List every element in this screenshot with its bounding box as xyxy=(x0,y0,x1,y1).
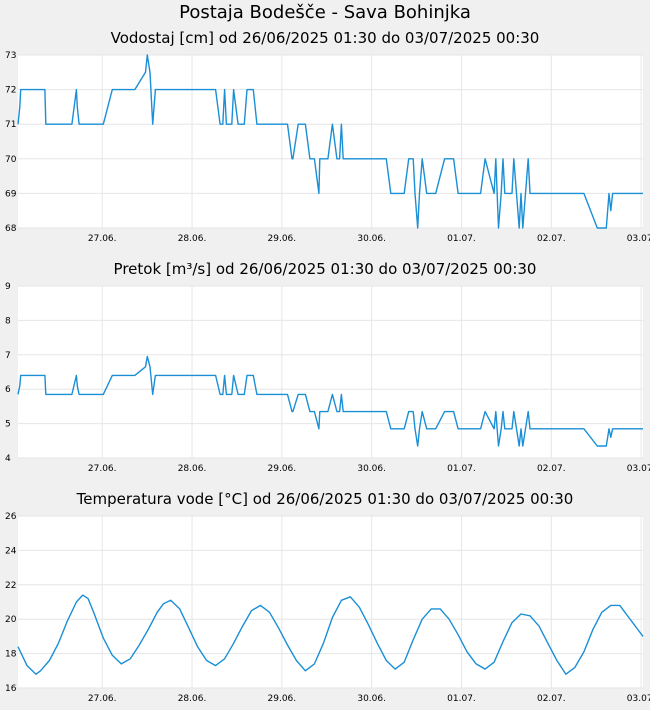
water-level-xtick-label: 30.06. xyxy=(357,234,386,244)
water-temperature-ytick-label: 22 xyxy=(5,581,16,591)
water-level-xtick-label: 28.06. xyxy=(178,234,207,244)
water-level-xtick-label: 29.06. xyxy=(268,234,297,244)
chart-title-water-temperature: Temperatura vode [°C] od 26/06/2025 01:3… xyxy=(76,490,574,508)
water-temperature-series-line xyxy=(17,594,644,675)
discharge-xtick-label: 29.06. xyxy=(268,464,297,474)
chart-title-discharge: Pretok [m³/s] od 26/06/2025 01:30 do 03/… xyxy=(113,260,537,278)
water-level-ytick-label: 68 xyxy=(5,224,17,234)
water-temperature-xtick-label: 30.06. xyxy=(357,694,386,704)
water-level-xtick-label: 03.07. xyxy=(627,234,650,244)
discharge-ytick-label: 5 xyxy=(5,420,11,430)
discharge-xtick-label: 03.07. xyxy=(627,464,650,474)
water-temperature-xtick-label: 01.07. xyxy=(447,694,476,704)
discharge-ytick-label: 7 xyxy=(5,351,11,361)
discharge-ytick-label: 4 xyxy=(5,454,11,464)
water-level-ytick-label: 71 xyxy=(5,120,16,130)
discharge-xtick-label: 28.06. xyxy=(178,464,207,474)
chart-title-water-level: Vodostaj [cm] od 26/06/2025 01:30 do 03/… xyxy=(110,29,540,47)
discharge-ytick-label: 9 xyxy=(5,282,11,292)
water-temperature-xtick-label: 28.06. xyxy=(178,694,207,704)
water-temperature-xtick-label: 02.07. xyxy=(537,694,566,704)
page-title: Postaja Bodešče - Sava Bohinjka xyxy=(179,2,471,23)
water-temperature-xtick-label: 29.06. xyxy=(268,694,297,704)
water-level-series-line xyxy=(17,54,643,229)
discharge-xtick-label: 27.06. xyxy=(88,464,117,474)
water-temperature-ytick-label: 18 xyxy=(5,650,17,660)
water-level-xtick-label: 01.07. xyxy=(447,234,476,244)
discharge-xtick-label: 01.07. xyxy=(447,464,476,474)
discharge-ytick-label: 6 xyxy=(5,385,11,395)
water-level-ytick-label: 72 xyxy=(5,86,16,96)
water-temperature-plot-area xyxy=(18,516,643,688)
water-temperature-ytick-label: 16 xyxy=(5,684,17,694)
discharge-xtick-label: 02.07. xyxy=(537,464,566,474)
water-level-xtick-label: 02.07. xyxy=(537,234,566,244)
water-temperature-xtick-label: 03.07. xyxy=(627,694,650,704)
water-level-ytick-label: 70 xyxy=(5,155,17,165)
discharge-xtick-label: 30.06. xyxy=(357,464,386,474)
water-temperature-xtick-label: 27.06. xyxy=(88,694,117,704)
water-temperature-ytick-label: 24 xyxy=(5,546,17,556)
discharge-series-line xyxy=(17,355,643,447)
water-level-xtick-label: 27.06. xyxy=(88,234,117,244)
discharge-ytick-label: 8 xyxy=(5,316,11,326)
water-level-ytick-label: 69 xyxy=(5,189,17,199)
water-temperature-ytick-label: 20 xyxy=(5,615,17,625)
water-temperature-ytick-label: 26 xyxy=(5,512,17,522)
water-level-ytick-label: 73 xyxy=(5,51,16,61)
